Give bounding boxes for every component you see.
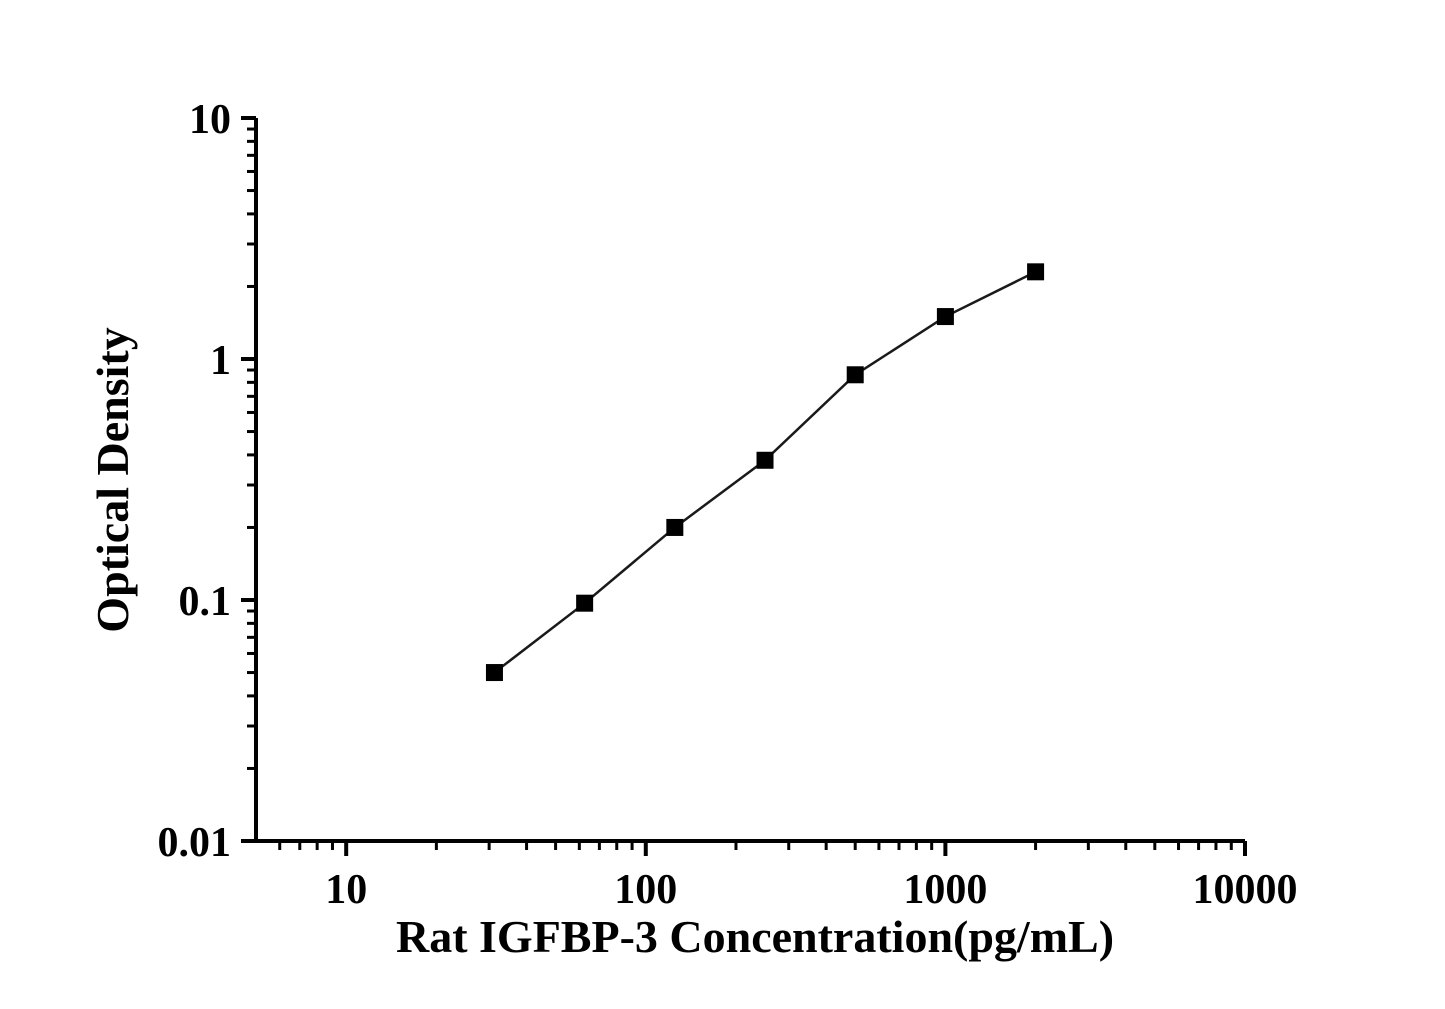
x-tick-label: 100 bbox=[614, 867, 677, 913]
y-tick-label: 1 bbox=[210, 338, 231, 384]
ticks-layer bbox=[241, 116, 1247, 856]
data-point-marker bbox=[576, 594, 594, 612]
x-axis-title: Rat IGFBP-3 Concentration(pg/mL) bbox=[396, 911, 1114, 962]
data-point-marker bbox=[756, 451, 774, 469]
data-point-marker bbox=[936, 308, 954, 326]
x-tick-label: 1000 bbox=[903, 867, 987, 913]
y-axis-title: Optical Density bbox=[87, 327, 138, 632]
standard-curve-line bbox=[493, 270, 1037, 674]
axes-layer bbox=[254, 118, 1245, 843]
data-point-marker bbox=[846, 366, 864, 384]
x-tick-label: 10 bbox=[325, 867, 367, 913]
data-point-marker bbox=[1027, 263, 1045, 281]
y-tick-label: 0.01 bbox=[158, 820, 232, 866]
data-point-marker bbox=[485, 664, 503, 682]
y-tick-label: 10 bbox=[189, 97, 231, 143]
data-point-marker bbox=[666, 518, 684, 536]
x-tick-label: 10000 bbox=[1193, 867, 1298, 913]
series-layer bbox=[485, 263, 1045, 682]
y-tick-label: 0.1 bbox=[179, 579, 232, 625]
tick-labels-layer: 10 100 1000 10000 0.01 0.1 1 10 bbox=[158, 97, 1298, 913]
